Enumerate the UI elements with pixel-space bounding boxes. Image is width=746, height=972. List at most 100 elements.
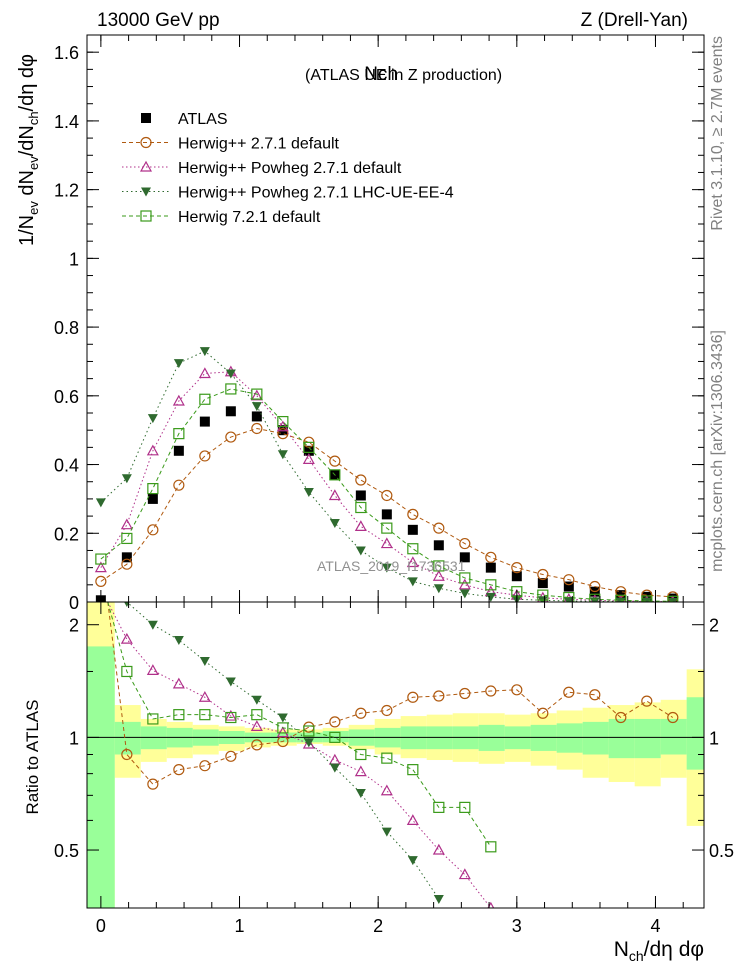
data-point xyxy=(329,469,341,481)
ratio-data xyxy=(87,602,704,908)
data-point xyxy=(199,450,211,462)
rivet-label: Rivet 3.1.10, ≥ 2.7M events xyxy=(709,36,726,231)
data-point xyxy=(251,402,262,412)
y-tick-label: 0.6 xyxy=(54,387,79,407)
data-point xyxy=(485,562,496,573)
ratio-data-point xyxy=(355,748,367,761)
y-tick-label: 0.4 xyxy=(54,456,79,476)
uncertainty-band-inner xyxy=(660,718,687,755)
uncertainty-band-inner xyxy=(322,730,349,743)
y-tick-label: 0.8 xyxy=(54,318,79,338)
ratio-data-point xyxy=(328,753,341,765)
legend-label: Herwig++ Powheg 2.7.1 default xyxy=(178,160,402,177)
data-point xyxy=(407,577,418,587)
ratio-data-point xyxy=(641,695,653,707)
data-point xyxy=(667,595,679,602)
data-point xyxy=(355,501,367,514)
data-point xyxy=(354,520,367,532)
ratio-data-point xyxy=(251,695,262,705)
chart-title-main: Nch xyxy=(364,64,398,85)
series-4 xyxy=(95,383,679,602)
data-point xyxy=(250,389,263,401)
ratio-data-point xyxy=(173,764,185,776)
ratio-data-point xyxy=(199,656,210,666)
ratio-data-point xyxy=(432,843,445,855)
y-tick-label: 1.6 xyxy=(54,43,79,63)
data-point xyxy=(537,589,549,601)
data-point xyxy=(95,553,107,565)
data-point xyxy=(225,383,237,395)
data-point xyxy=(303,445,314,456)
uncertainty-band-inner xyxy=(478,724,505,751)
data-point xyxy=(355,546,366,556)
legend-entry-0: ATLAS xyxy=(141,111,228,128)
data-point xyxy=(147,483,159,495)
data-point xyxy=(407,524,418,535)
ratio-y-tick-label-right: 0.5 xyxy=(709,841,734,861)
legend-entry-4: Herwig 7.2.1 default xyxy=(122,209,321,226)
x-axis-label: Nch/dη dφ xyxy=(614,938,704,964)
ratio-data-point xyxy=(303,725,315,737)
data-point xyxy=(303,441,315,453)
y-tick-label: 1.2 xyxy=(54,181,79,201)
uncertainty-band-inner xyxy=(556,723,583,753)
chart-title-sub: (ATLAS UE in Z production) xyxy=(305,67,502,84)
ratio-data-point xyxy=(433,801,445,813)
ratio-data-point xyxy=(407,764,419,776)
legend-label: Herwig++ Powheg 2.7.1 LHC-UE-EE-4 xyxy=(178,185,454,202)
data-point xyxy=(302,453,315,464)
data-point xyxy=(173,428,185,440)
data-point xyxy=(407,508,419,520)
uncertainty-band-inner xyxy=(530,724,557,751)
ratio-data-point xyxy=(433,690,445,702)
data-point xyxy=(537,568,549,581)
ratio-data-point xyxy=(485,685,497,697)
ratio-data-point xyxy=(302,737,315,749)
ratio-data-point xyxy=(147,620,158,630)
ratio-frame xyxy=(86,601,705,909)
ratio-data-point xyxy=(407,691,419,703)
data-point xyxy=(199,416,210,427)
legend-label: Herwig++ 2.7.1 default xyxy=(178,136,340,153)
ratio-data-point xyxy=(589,689,601,701)
data-point xyxy=(407,543,419,555)
ratio-y-axis-label: Ratio to ATLAS xyxy=(23,700,42,815)
ratio-data-point xyxy=(147,778,159,790)
data-point xyxy=(485,592,496,602)
data-point xyxy=(95,575,107,587)
uncertainty-band-inner xyxy=(87,646,115,908)
data-point xyxy=(459,572,471,584)
data-point xyxy=(433,540,444,551)
uncertainty-band-inner xyxy=(608,718,635,759)
data-point xyxy=(328,489,341,501)
ratio-series-line xyxy=(107,602,492,908)
data-point xyxy=(225,406,236,417)
ratio-data-point xyxy=(121,748,133,761)
main-panel: 0 0.2 0.4 0.6 0.8 1 1.2 1.4 1.6 Nch (ATLAS UE in… xyxy=(54,34,705,613)
data-point xyxy=(225,431,237,443)
ratio-data-point xyxy=(225,711,237,724)
uncertainty-band-inner xyxy=(686,697,704,770)
x-tick-label: 0 xyxy=(96,916,106,936)
series-line xyxy=(100,427,673,598)
ratio-series-line xyxy=(107,602,440,900)
legend-marker xyxy=(139,160,153,172)
ratio-data-point xyxy=(198,691,211,702)
data-point xyxy=(511,562,523,574)
legend-entry-3: Herwig++ Powheg 2.7.1 LHC-UE-EE-4 xyxy=(122,185,454,202)
legend-entry-1: Herwig++ 2.7.1 default xyxy=(122,136,340,153)
mcplots-label: mcplots.cern.ch [arXiv:1306.3436] xyxy=(709,330,726,572)
data-point xyxy=(381,489,393,502)
ratio-data-point xyxy=(615,711,627,724)
ratio-data-point xyxy=(172,677,185,689)
ratio-data-point xyxy=(250,720,263,731)
data-point xyxy=(380,537,393,549)
ratio-data-point xyxy=(459,687,471,700)
ratio-series-3 xyxy=(107,602,497,853)
data-point xyxy=(173,479,185,491)
ratio-y-tick-label-right: 2 xyxy=(709,616,719,636)
ratio-data-point xyxy=(380,784,393,796)
ratio-data-point xyxy=(355,707,367,719)
ratio-data-point xyxy=(458,868,471,880)
ratio-data-point xyxy=(146,664,159,675)
